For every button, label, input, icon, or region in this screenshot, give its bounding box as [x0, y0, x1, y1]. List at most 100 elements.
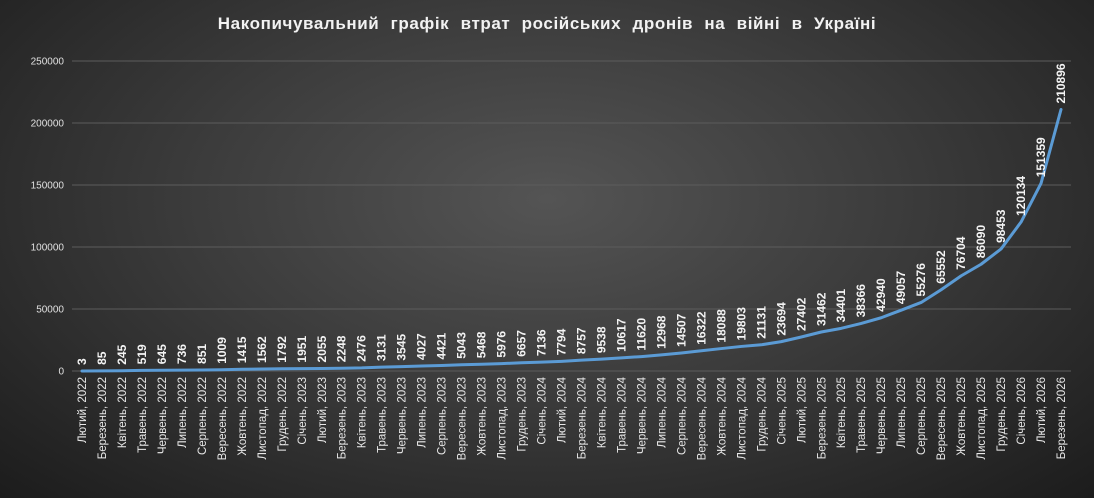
x-tick-label: Березень, 2025 [816, 377, 828, 459]
y-tick-label: 250000 [31, 57, 65, 68]
data-label: 42940 [874, 278, 888, 312]
x-tick-label: Червень, 2024 [636, 376, 648, 454]
data-label: 5976 [495, 331, 509, 358]
x-tick-label: Липень, 2023 [417, 377, 429, 448]
data-label: 645 [155, 344, 169, 364]
data-label: 10617 [614, 318, 628, 352]
x-tick-label: Грудень, 2023 [517, 377, 529, 452]
x-tick-label: Лютий, 2023 [317, 377, 329, 443]
series-line-layer [80, 107, 1063, 373]
data-label: 21131 [754, 306, 768, 339]
x-tick-label: Січень, 2024 [537, 376, 549, 444]
x-tick-label: Грудень, 2022 [277, 377, 289, 452]
data-label: 519 [135, 344, 149, 364]
data-label: 85 [95, 351, 109, 365]
x-tick-label: Березень, 2026 [1056, 377, 1068, 459]
data-label: 31462 [814, 292, 828, 326]
data-label: 27402 [794, 297, 808, 331]
x-tick-label: Квітень, 2024 [596, 376, 608, 448]
data-label: 86090 [974, 225, 988, 259]
x-tick-label: Березень, 2024 [576, 376, 588, 459]
x-tick-label: Червень, 2025 [876, 377, 888, 454]
x-tick-label: Серпень, 2022 [197, 377, 209, 455]
y-tick-label: 200000 [31, 119, 65, 130]
x-tick-label: Лютий, 2025 [796, 377, 808, 443]
x-tick-label: Травень, 2024 [616, 376, 628, 452]
data-label: 1009 [215, 337, 229, 364]
x-tick-label: Березень, 2023 [337, 377, 349, 459]
x-tick-label: Грудень, 2025 [996, 377, 1008, 452]
data-label: 3131 [375, 334, 389, 361]
data-label: 3545 [395, 334, 409, 361]
data-label: 7794 [555, 328, 569, 355]
y-tick-label: 150000 [31, 181, 65, 192]
y-tick-label: 50000 [36, 305, 64, 316]
x-tick-label: Квітень, 2022 [117, 377, 129, 448]
data-label: 4027 [415, 333, 429, 360]
x-tick-label: Травень, 2022 [137, 377, 149, 453]
data-label: 120134 [1014, 176, 1028, 216]
data-label: 1792 [275, 336, 289, 363]
data-label: 6657 [515, 330, 529, 357]
x-tick-label: Лютий, 2024 [557, 376, 569, 443]
data-label: 851 [195, 344, 209, 364]
data-label: 1415 [235, 336, 249, 363]
y-axis-ticks: 0 50000 100000 150000 200000 250000 [31, 57, 65, 378]
x-tick-label: Січень, 2026 [1016, 377, 1028, 445]
data-label: 18088 [714, 309, 728, 343]
data-label: 7136 [535, 329, 549, 356]
data-label: 55276 [914, 263, 928, 297]
x-tick-label: Жовтень, 2022 [237, 377, 249, 456]
data-label: 9538 [594, 326, 608, 353]
x-axis-ticks: Лютий, 2022 Березень, 2022 Квітень, 2022 Тр… [77, 376, 1068, 460]
x-tick-label: Листопад, 2023 [497, 377, 509, 460]
x-tick-label: Липень, 2024 [656, 376, 668, 448]
x-tick-label: Січень, 2025 [776, 377, 788, 445]
y-tick-label: 0 [58, 367, 64, 378]
x-tick-label: Січень, 2023 [297, 377, 309, 445]
x-tick-label: Жовтень, 2024 [716, 376, 728, 455]
data-label: 8757 [574, 327, 588, 354]
data-label: 151359 [1034, 137, 1048, 177]
x-tick-label: Вересень, 2023 [457, 377, 469, 460]
x-tick-label: Лютий, 2026 [1036, 377, 1048, 443]
data-labels: 3 85 245 519 645 736 851 1009 1415 1562 1792 1951 20… [75, 63, 1068, 365]
data-label: 65552 [934, 250, 948, 284]
x-tick-label: Травень, 2023 [377, 377, 389, 453]
x-tick-label: Вересень, 2025 [936, 377, 948, 460]
gridlines [72, 60, 1071, 372]
data-label: 14507 [674, 313, 688, 347]
x-tick-label: Квітень, 2025 [836, 377, 848, 448]
x-tick-label: Травень, 2025 [856, 377, 868, 453]
data-label: 5468 [475, 331, 489, 358]
data-label: 49057 [894, 270, 908, 304]
data-label: 3 [75, 358, 89, 365]
x-tick-label: Серпень, 2023 [437, 377, 449, 455]
data-label: 12968 [654, 315, 668, 349]
x-tick-label: Квітень, 2023 [357, 377, 369, 448]
data-label: 245 [115, 344, 129, 364]
data-label: 4421 [435, 332, 449, 359]
x-tick-label: Грудень, 2024 [756, 376, 768, 451]
series-line [80, 107, 1063, 373]
chart-title: Накопичувальний графік втрат російських … [217, 14, 877, 33]
data-label: 98453 [994, 209, 1008, 243]
data-label: 23694 [774, 302, 788, 336]
x-tick-label: Лютий, 2022 [77, 377, 89, 443]
data-label: 2055 [315, 335, 329, 362]
x-tick-label: Березень, 2022 [97, 377, 109, 459]
x-tick-label: Вересень, 2024 [696, 376, 708, 460]
x-tick-label: Листопад, 2022 [257, 377, 269, 460]
x-tick-label: Червень, 2022 [157, 377, 169, 454]
data-label: 736 [175, 344, 189, 364]
data-label: 76704 [954, 236, 968, 270]
x-tick-label: Липень, 2022 [177, 377, 189, 448]
y-tick-label: 100000 [31, 243, 65, 254]
x-tick-label: Серпень, 2024 [676, 376, 688, 455]
data-label: 5043 [455, 332, 469, 359]
data-label: 210896 [1054, 63, 1068, 103]
data-label: 1951 [295, 336, 309, 363]
data-label: 2248 [335, 335, 349, 362]
data-label: 1562 [255, 336, 269, 363]
